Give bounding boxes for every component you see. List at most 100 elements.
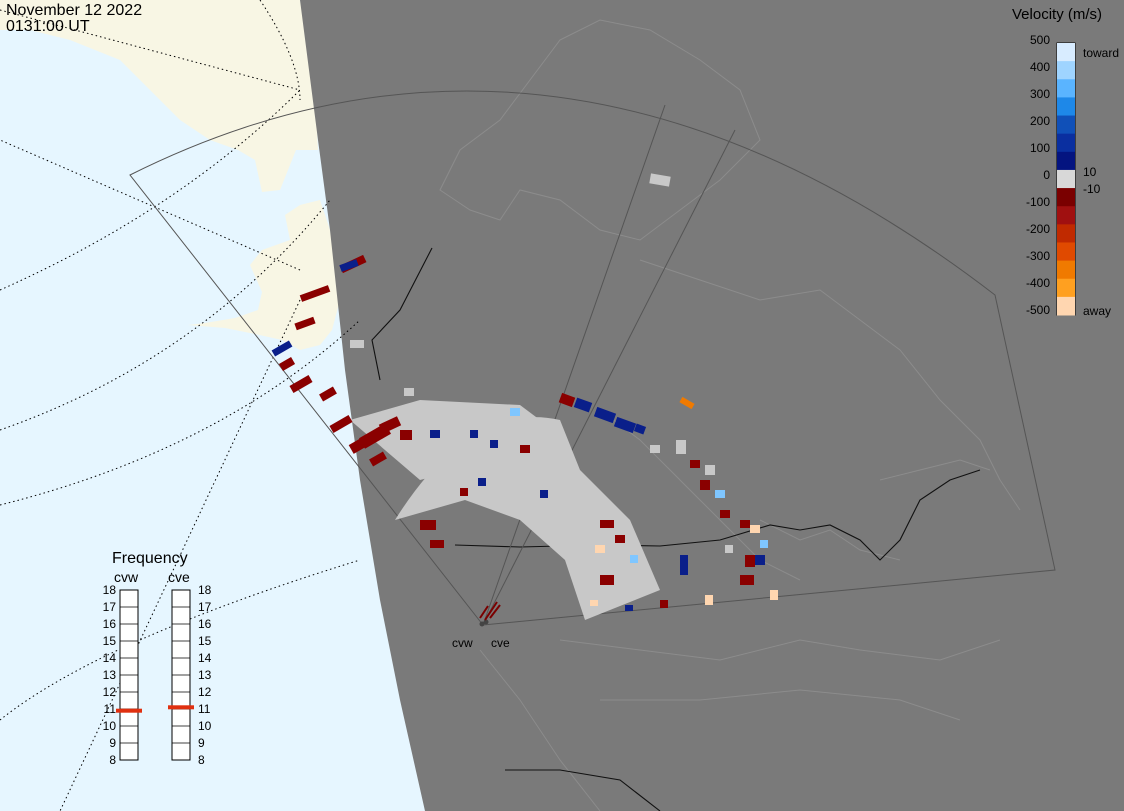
header-date: November 12 2022 [6,2,143,19]
night-coastlines [439,19,1021,811]
velocity-cell [369,451,387,467]
velocity-cell [460,405,472,413]
colorbar-title: Velocity (m/s) [1012,6,1103,23]
radar-label-cvw: cvw [452,636,473,650]
colorbar-neg-low-mark: -10 [1083,182,1101,196]
velocity-cell [590,600,598,606]
velocity-cell [558,392,576,408]
velocity-cell [613,416,637,434]
velocity-cell [720,510,730,518]
freq-scale-label-right: 13 [198,668,212,682]
radar-site-cve [483,619,489,625]
freq-scale-label-right: 11 [198,702,211,716]
velocity-cell [278,357,296,371]
freq-scale-label-left: 11 [103,702,116,716]
colorbar-tick-label: -300 [1025,249,1050,263]
freq-scale-label-left: 10 [102,719,116,733]
freq-scale-label-left: 18 [102,583,116,597]
colorbar-tick-label: 0 [1043,168,1050,182]
velocity-cell [404,388,414,396]
freq-scale-label-right: 8 [198,753,205,767]
colorbar-segment [1057,242,1075,262]
colorbar-toward-label: toward [1083,46,1120,60]
freq-scale-label-left: 13 [102,668,116,682]
freq-scale-label-right: 12 [198,685,212,699]
colorbar-tick-label: 300 [1029,87,1050,101]
freq-scale-label-right: 15 [198,634,212,648]
freq-scale-label-left: 15 [102,634,116,648]
velocity-cell [294,316,316,331]
colorbar-segment [1057,260,1075,280]
freq-scale-label-right: 9 [198,736,205,750]
velocity-cell [339,259,359,272]
velocity-cell [573,397,593,413]
velocity-cell [430,430,440,438]
velocity-cell [470,430,478,438]
colorbar-tick-label: -100 [1025,195,1050,209]
colorbar-tick-label: 100 [1029,141,1050,155]
velocity-cell [271,340,293,357]
frequency-panel [116,589,194,761]
velocity-colorbar [1056,42,1076,316]
velocity-cell [540,490,548,498]
velocity-cell [705,465,715,475]
freq-scale-label-right: 18 [198,583,212,597]
colorbar-segment [1057,224,1075,243]
freq-scale-label-left: 16 [102,617,116,631]
freq-marker-cvw [116,708,142,713]
velocity-cell [715,490,725,498]
colorbar-segment [1057,169,1075,189]
velocity-cell [649,173,671,187]
colorbar-segment [1057,61,1075,80]
colorbar-segments [1057,43,1075,316]
velocity-cell [633,423,647,435]
velocity-cell [600,520,614,528]
velocity-cell [660,600,668,608]
velocity-cell [750,525,760,533]
freq-scale-label-right: 16 [198,617,212,631]
freq-scale-label-right: 10 [198,719,212,733]
velocity-cell [400,430,412,440]
velocity-cell [630,555,638,563]
velocity-cell [299,285,331,302]
velocity-cell [615,535,625,543]
radar-fov [129,90,1056,626]
colorbar-tick-label: 500 [1029,33,1050,47]
colorbar-segment [1057,296,1075,316]
velocity-cell [760,540,768,548]
colorbar-tick-label: -400 [1025,276,1050,290]
colorbar-segment [1057,79,1075,98]
velocity-cell [770,590,778,600]
freq-marker-cve [168,705,194,710]
freq-ticks [120,589,190,761]
frequency-title: Frequency [112,550,188,567]
colorbar-segment [1057,278,1075,298]
velocity-cell [679,396,695,410]
velocity-cell [478,478,486,486]
velocity-cell [378,416,402,434]
radar-site-cvw [479,621,485,627]
colorbar-tick-label: -500 [1025,303,1050,317]
velocity-cell [319,386,337,402]
velocity-cell [420,410,434,418]
freq-scale-label-left: 12 [102,685,116,699]
colorbar-segment [1057,151,1075,171]
latitude-grid [0,0,361,811]
colorbar-tick-label: 400 [1029,60,1050,74]
freq-scale-label-right: 14 [198,651,212,665]
velocity-cells [271,173,778,611]
header-time: 0131:00 UT [6,18,90,35]
velocity-cell [600,575,614,585]
velocity-cell [676,440,686,454]
colorbar-tick-label: 200 [1029,114,1050,128]
night-region [300,0,1124,811]
velocity-cell [420,520,436,530]
velocity-cell [650,445,660,453]
velocity-cell [490,440,498,448]
colorbar-low-mark: 10 [1083,165,1097,179]
velocity-cell [593,406,617,424]
alaska-peninsula [188,200,340,350]
colorbar-segment [1057,133,1075,153]
velocity-cell [740,575,754,585]
